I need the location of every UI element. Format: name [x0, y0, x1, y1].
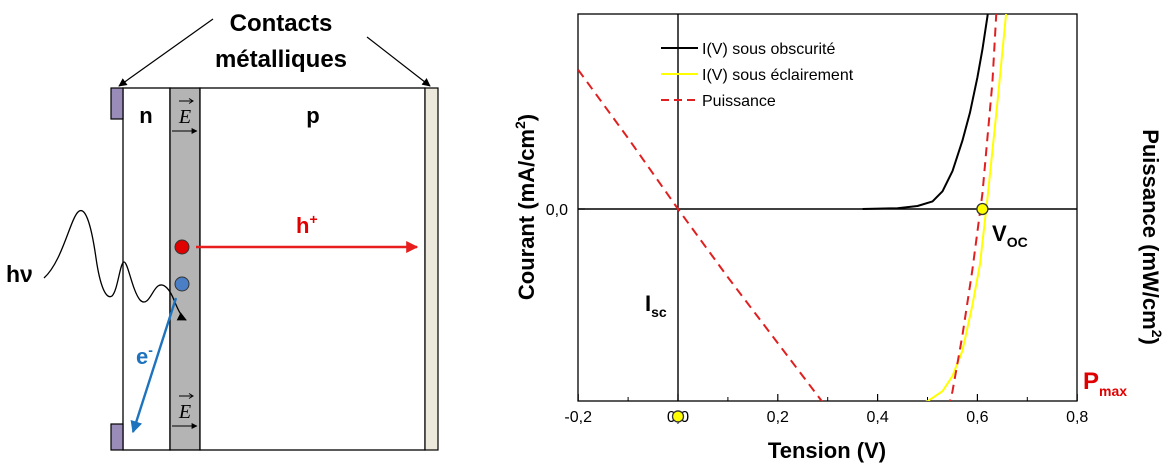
p-region: [199, 87, 426, 451]
y-axis-label-left-base: Courant (mA/cm: [514, 129, 539, 300]
photon-wave: [43, 209, 187, 321]
n-region: [122, 87, 171, 451]
field-symbol-bottom: E: [178, 401, 191, 423]
p-label: p: [306, 103, 319, 128]
marker-isc: [671, 410, 685, 423]
front-contact-top: [110, 87, 124, 120]
y-tick-label: 0,0: [546, 202, 568, 219]
x-tick-label: 0,2: [767, 409, 789, 426]
back-contact: [424, 87, 439, 451]
front-contact-bottom: [110, 423, 124, 451]
electron-label: e-: [136, 342, 153, 369]
y-axis-label-right-end: ): [1138, 337, 1163, 344]
field-symbol-top: E: [178, 106, 191, 128]
field-label-top: E: [172, 98, 198, 134]
hole-label-sup: +: [309, 211, 317, 227]
pmax-label-base: P: [1083, 368, 1099, 395]
y-axis-label-left-sup: 2: [512, 121, 528, 129]
hole-dot: [174, 239, 190, 255]
series-i-v-sous-eclairement: [925, 14, 1008, 401]
electron-arrow: [130, 297, 178, 434]
legend: I(V) sous obscurité I(V) sous éclairement…: [661, 41, 854, 110]
contacts-title-line2: métalliques: [215, 46, 347, 73]
field-vector-head-bottom: [188, 393, 194, 399]
series-i-v-sous-obscurite: [862, 14, 989, 210]
n-label: n: [139, 103, 152, 128]
x-tick-label: 0,6: [966, 409, 988, 426]
x-tick-label: 0,8: [1066, 409, 1088, 426]
marker-voc: [976, 202, 989, 216]
markers-group: [671, 202, 989, 423]
plot-frame: [577, 13, 1078, 402]
depletion-zone: [169, 87, 201, 451]
isc-label-sub: sc: [651, 304, 667, 320]
hole-label-base: h: [296, 213, 309, 238]
electron-dot: [174, 276, 190, 292]
isc-label: Isc: [645, 291, 667, 320]
x-axis-label: Tension (V): [768, 438, 886, 463]
contacts-title-line1: Contacts: [230, 10, 333, 37]
pmax-label: Pmax: [1083, 368, 1127, 399]
voc-label: VOC: [992, 221, 1028, 250]
y-axis-label-right: Puissance (mW/cm2): [1138, 129, 1165, 345]
voc-label-sub: OC: [1007, 234, 1028, 250]
x-ticks: -0,20,00,20,40,60,8: [564, 394, 1088, 426]
contact-leader-right: [366, 36, 431, 87]
x-tick-label: 0,4: [866, 409, 888, 426]
cell-diagram: Contacts métalliques n p E E: [6, 10, 439, 451]
field-label-bottom: E: [172, 393, 198, 429]
photon-label: hν: [6, 261, 33, 287]
field-vector-head-top: [188, 98, 194, 104]
isc-label-base: I: [645, 291, 651, 316]
y-ticks: 0,0: [546, 202, 585, 219]
series-group: [578, 14, 1008, 401]
legend-label: Puissance: [702, 93, 776, 110]
series-puissance: [578, 14, 998, 401]
legend-label: I(V) sous obscurité: [702, 41, 835, 58]
y-axis-label-right-sup: 2: [1149, 330, 1165, 338]
hole-label: h+: [296, 211, 318, 238]
x-tick-label: -0,2: [564, 409, 592, 426]
voc-label-base: V: [992, 221, 1007, 246]
legend-label: I(V) sous éclairement: [702, 67, 854, 84]
electron-label-sup: -: [148, 342, 153, 358]
electron-label-base: e: [136, 344, 148, 369]
pmax-label-sub: max: [1099, 383, 1127, 399]
y-axis-label-left: Courant (mA/cm2): [512, 114, 539, 300]
iv-chart: -0,20,00,20,40,60,8 0,0 I(V) sous obscur…: [512, 13, 1165, 463]
y-axis-label-left-end: ): [514, 114, 539, 121]
contact-leader-left: [118, 18, 214, 87]
y-axis-label-right-base: Puissance (mW/cm: [1138, 129, 1163, 330]
